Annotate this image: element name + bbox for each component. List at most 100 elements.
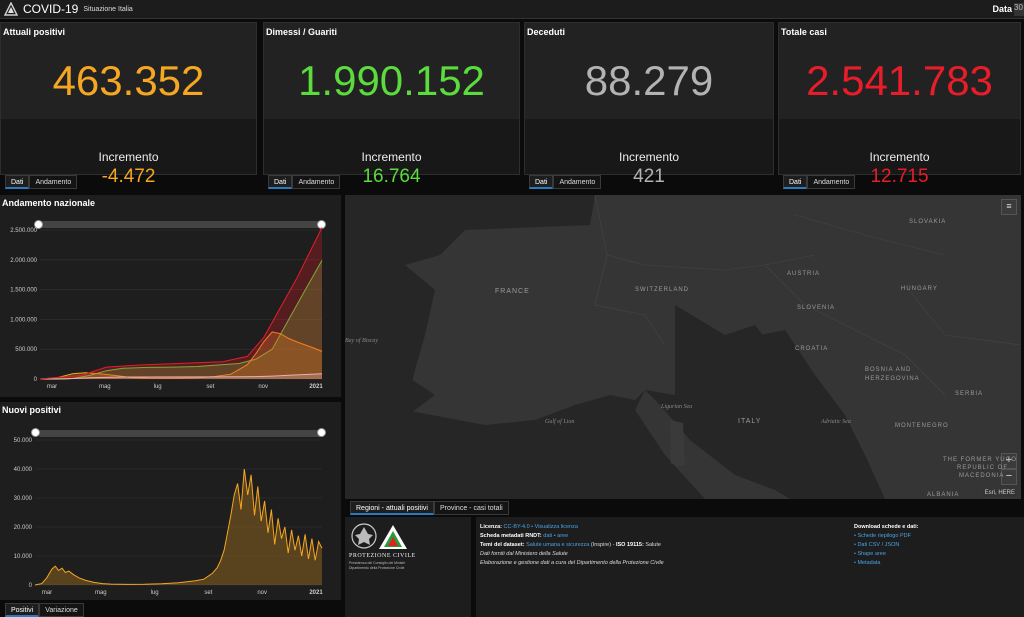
rndt-label: Scheda metadati RNDT: <box>480 533 542 539</box>
download-link[interactable]: • Metadata <box>854 560 881 566</box>
tab-dati[interactable]: Dati <box>529 175 554 189</box>
date-label: Data <box>992 4 1012 14</box>
map-attribution: Esri, HERE <box>982 489 1017 497</box>
tab-andamento[interactable]: Andamento <box>292 175 341 189</box>
series-area <box>40 260 322 379</box>
rndt-aree-link[interactable]: aree <box>557 533 569 539</box>
y-tick-label: 2.000.000 <box>10 258 37 264</box>
tab-dati[interactable]: Dati <box>5 175 30 189</box>
nuovi-positivi-chart: 0 10.000 20.000 30.000 40.000 50.000 mar mag lug… <box>14 438 324 596</box>
y-tick-label: 2.500.000 <box>10 228 37 234</box>
tab-dati[interactable]: Dati <box>268 175 293 189</box>
y-tick-label: 30.000 <box>14 496 33 502</box>
card-increment-label: Incremento <box>869 150 930 164</box>
card-increment-section: Incremento 421 <box>525 119 773 187</box>
footer-info-panel: Licenza: CC-BY-4.0 • Visualizza licenza … <box>476 517 1024 617</box>
download-link[interactable]: • Shape aree <box>854 551 886 557</box>
map-label-montenegro: MONTENEGRO <box>895 423 949 429</box>
series-line <box>39 227 323 380</box>
map-label-hungary: HUNGARY <box>901 286 938 292</box>
app-logo-icon <box>3 1 19 17</box>
licenza-value-link[interactable]: CC-BY-4.0 <box>503 524 530 530</box>
map-label-serbia: SERBIA <box>955 391 984 397</box>
y-tick-label: 500.000 <box>15 347 37 353</box>
x-tick-label: mag <box>99 384 111 390</box>
card-increment-value: 421 <box>633 166 665 187</box>
card-title: Totale casi <box>781 27 827 37</box>
tab-regioni[interactable]: Regioni - attuali positivi <box>350 501 434 515</box>
map-label-ligurian-sea: Ligurian Sea <box>661 404 693 410</box>
italy-map[interactable]: ≡ + − FRANCE SWITZERLAND AUSTRIA SLOVAKI… <box>345 195 1021 499</box>
download-link[interactable]: • Schede riepilogo PDF <box>854 533 911 539</box>
y-tick-label: 10.000 <box>14 554 33 560</box>
card-value: 1.990.152 <box>298 57 485 104</box>
series-line <box>34 468 323 586</box>
map-label-herzegovina: HERZEGOVINA <box>865 376 920 382</box>
card-increment-label: Incremento <box>361 150 422 164</box>
tab-dati[interactable]: Dati <box>783 175 808 189</box>
layer-list-icon[interactable]: ≡ <box>1001 199 1017 215</box>
x-tick-label: set <box>204 590 212 596</box>
andamento-nazionale-title: Andamento nazionale <box>2 198 96 208</box>
card-deceduti: Deceduti 88.279 Incremento 421 <box>524 22 774 187</box>
card-tabs-attuali-positivi: Dati Andamento <box>5 175 78 189</box>
x-tick-label: set <box>206 384 214 390</box>
rndt-dati-link[interactable]: dati <box>543 533 553 539</box>
andamento-nazionale-chart: 0 500.000 1.000.000 1.500.000 2.000.000 2.500… <box>10 227 323 390</box>
tab-province[interactable]: Province - casi totali <box>433 501 509 515</box>
temi-value-link[interactable]: Salute umana e sicurezza <box>526 542 590 548</box>
series-area <box>35 469 322 585</box>
y-tick-label: 20.000 <box>14 525 33 531</box>
andamento-nazionale-panel: Andamento nazionale 0 500.000 1.000.000 1.5… <box>0 195 341 397</box>
time-range-slider-start-handle[interactable] <box>34 220 43 229</box>
card-increment-section: Incremento -4.472 <box>1 119 256 187</box>
zoom-out-button[interactable]: − <box>1001 469 1017 485</box>
card-title: Attuali positivi <box>3 27 66 37</box>
card-increment-label: Incremento <box>98 150 159 164</box>
tab-andamento[interactable]: Andamento <box>553 175 602 189</box>
temi-suffix: (Inspire) <box>590 542 612 548</box>
time-range-slider-end-handle[interactable] <box>317 428 326 437</box>
chart-tabs: Positivi Variazione <box>5 603 84 617</box>
tab-andamento[interactable]: Andamento <box>807 175 856 189</box>
dipartimento-text: Dipartimento della Protezione Civile <box>349 566 405 570</box>
map-label-italy: ITALY <box>738 418 762 425</box>
iso-value: Salute <box>645 542 661 548</box>
download-link[interactable]: • Dati CSV / JSON <box>854 542 900 548</box>
map-tabs: Regioni - attuali positivi Province - ca… <box>350 501 509 515</box>
x-tick-label: lug <box>154 384 162 390</box>
x-tick-label: 2021 <box>309 384 323 390</box>
card-dimessi-guariti: Dimessi / Guariti 1.990.152 Incremento 16.7… <box>263 22 520 187</box>
iso-label: ISO 19115: <box>615 542 644 548</box>
dati-forniti-text: Dati forniti dal Ministero della Salute <box>480 551 568 557</box>
card-tabs-dimessi-guariti: Dati Andamento <box>268 175 341 189</box>
map-label-slovenia: SLOVENIA <box>797 305 836 311</box>
x-tick-label: mag <box>95 590 107 596</box>
tab-andamento[interactable]: Andamento <box>29 175 78 189</box>
map-label-macedonia-2: REPUBLIC OF <box>957 465 1009 471</box>
time-range-slider-track[interactable] <box>38 221 322 228</box>
card-increment-section: Incremento 16.764 <box>264 119 519 187</box>
series-area <box>40 331 322 379</box>
zoom-in-button[interactable]: + <box>1001 453 1017 469</box>
card-increment-value: 16.764 <box>362 166 421 187</box>
card-value: 88.279 <box>584 57 714 104</box>
visualizza-licenza-link[interactable]: Visualizza licenza <box>534 524 578 530</box>
y-tick-label: 1.500.000 <box>10 288 37 294</box>
time-range-slider-track[interactable] <box>38 430 322 437</box>
y-tick-label: 1.000.000 <box>10 317 37 323</box>
card-increment-value: 12.715 <box>870 166 929 187</box>
protezione-civile-logo-panel: PROTEZIONE CIVILE Presidenza del Consigl… <box>345 517 471 617</box>
x-tick-label: lug <box>151 590 159 596</box>
map-label-adriatic-sea: Adriatic Sea <box>821 419 851 425</box>
nuovi-positivi-title: Nuovi positivi <box>2 405 62 415</box>
card-value: 2.541.783 <box>806 57 993 104</box>
protezione-civile-emblem-icon <box>351 523 407 549</box>
map-label-albania: ALBANIA <box>927 492 960 498</box>
y-tick-label: 0 <box>29 583 33 589</box>
time-range-slider-start-handle[interactable] <box>31 428 40 437</box>
x-tick-label: nov <box>257 590 267 596</box>
tab-variazione[interactable]: Variazione <box>39 603 84 617</box>
date-selector[interactable]: 30 <box>1014 3 1024 16</box>
tab-positivi[interactable]: Positivi <box>5 603 40 617</box>
